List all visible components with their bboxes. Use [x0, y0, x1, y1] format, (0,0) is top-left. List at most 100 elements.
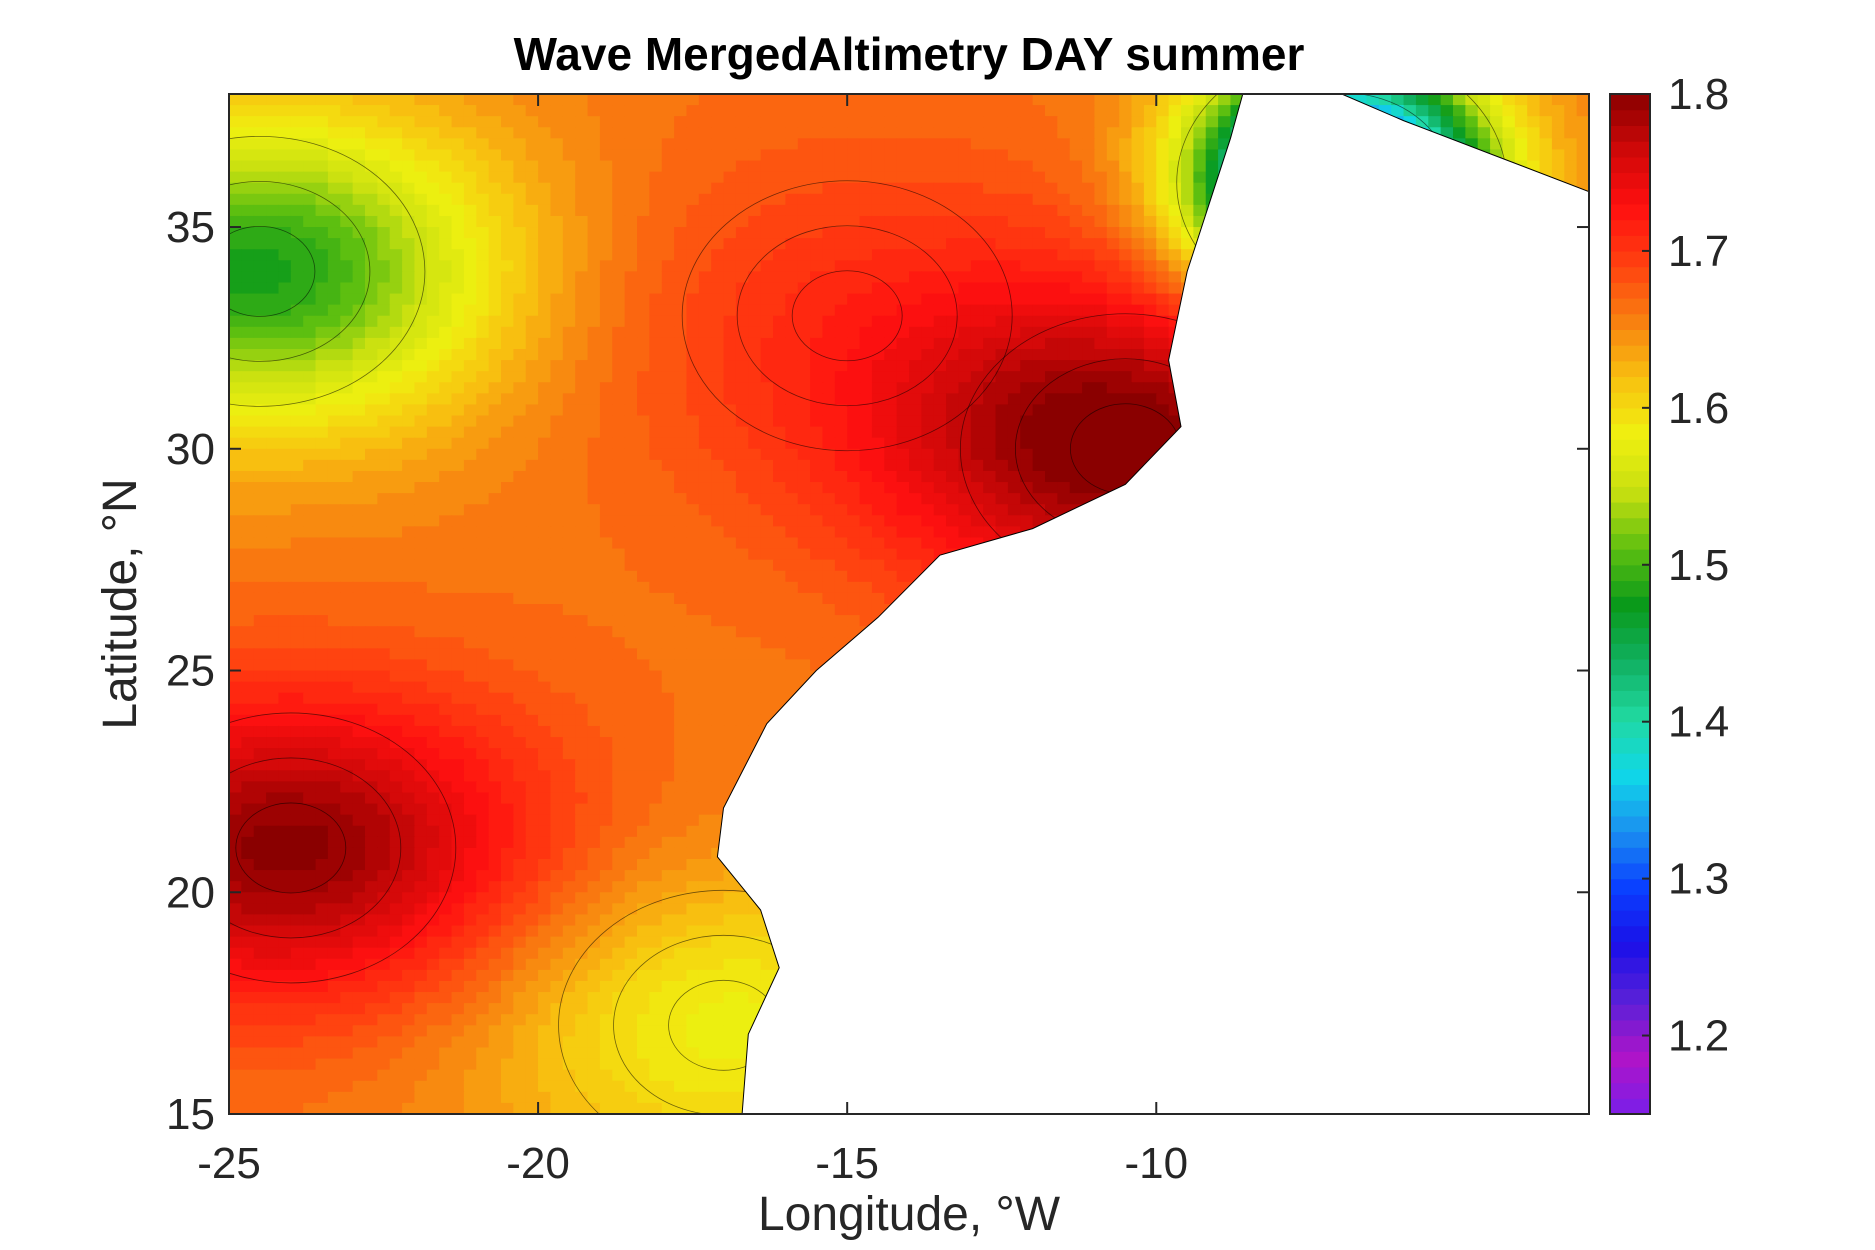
contour-cell	[723, 448, 737, 461]
contour-cell	[1168, 271, 1182, 284]
contour-cell	[476, 227, 490, 239]
contour-cell	[587, 249, 601, 261]
contour-cell	[414, 116, 428, 128]
contour-cell	[995, 426, 1009, 439]
contour-cell	[810, 515, 824, 527]
contour-cell	[599, 260, 613, 272]
contour-cell	[377, 393, 391, 406]
contour-cell	[970, 337, 984, 350]
contour-cell	[1032, 227, 1046, 239]
contour-cell	[859, 94, 873, 106]
contour-cell	[1168, 215, 1182, 228]
contour-cell	[1057, 260, 1071, 272]
contour-cell	[674, 459, 688, 472]
contour-cell	[562, 127, 576, 139]
contour-cell	[698, 182, 712, 195]
contour-cell	[1576, 105, 1589, 117]
contour-cell	[229, 349, 242, 361]
contour-cell	[834, 204, 848, 217]
contour-cell	[1094, 437, 1108, 450]
contour-cell	[426, 360, 440, 372]
contour-cell	[575, 382, 589, 394]
contour-cell	[624, 404, 638, 417]
contour-cell	[773, 227, 786, 239]
contour-cell	[735, 482, 749, 494]
contour-cell	[389, 504, 403, 516]
contour-cell	[451, 382, 465, 394]
contour-cell	[439, 360, 453, 372]
contour-cell	[674, 326, 688, 339]
contour-cell	[1119, 437, 1133, 450]
contour-cell	[760, 94, 774, 106]
contour-cell	[1069, 337, 1083, 350]
contour-cell	[513, 249, 527, 261]
contour-cell	[921, 127, 935, 139]
contour-cell	[970, 459, 984, 472]
contour-cell	[661, 349, 675, 361]
contour-cell	[1193, 193, 1207, 206]
contour-cell	[575, 482, 589, 494]
contour-cell	[624, 426, 638, 439]
contour-cell	[661, 293, 675, 306]
contour-cell	[451, 138, 465, 151]
contour-cell	[241, 559, 255, 572]
contour-cell	[1205, 105, 1219, 117]
contour-cell	[1428, 105, 1442, 117]
contour-cell	[463, 337, 477, 350]
contour-cell	[525, 526, 539, 539]
contour-cell	[550, 105, 564, 117]
contour-cell	[587, 592, 601, 605]
contour-cell	[488, 337, 502, 350]
contour-cell	[933, 459, 947, 472]
contour-cell	[871, 426, 885, 439]
contour-cell	[637, 360, 650, 372]
contour-cell	[426, 459, 440, 472]
contour-cell	[587, 271, 601, 284]
contour-cell	[278, 537, 292, 550]
contour-cell	[501, 393, 514, 406]
contour-cell	[995, 360, 1009, 372]
contour-cell	[921, 204, 935, 217]
contour-cell	[1181, 182, 1194, 195]
contour-cell	[859, 337, 873, 350]
contour-cell	[550, 470, 564, 483]
contour-cell	[921, 282, 935, 295]
contour-cell	[859, 116, 873, 128]
contour-cell	[946, 293, 960, 306]
contour-cell	[661, 94, 675, 106]
contour-cell	[1181, 260, 1194, 272]
contour-cell	[290, 382, 304, 394]
contour-cell	[1131, 127, 1145, 139]
contour-cell	[241, 349, 255, 361]
contour-cell	[698, 105, 712, 117]
contour-cell	[995, 249, 1009, 261]
contour-cell	[859, 282, 873, 295]
contour-cell	[797, 371, 811, 383]
contour-cell	[278, 426, 292, 439]
contour-cell	[933, 382, 947, 394]
contour-cell	[1131, 426, 1145, 439]
contour-cell	[550, 227, 564, 239]
contour-cell	[1020, 171, 1034, 184]
contour-cell	[822, 215, 836, 228]
contour-cell	[488, 448, 502, 461]
contour-cell	[896, 548, 910, 561]
contour-cell	[562, 371, 576, 383]
contour-cell	[760, 415, 774, 428]
contour-cell	[933, 160, 947, 173]
contour-cell	[871, 482, 885, 494]
contour-cell	[723, 238, 737, 250]
contour-cell	[871, 204, 885, 217]
contour-cell	[674, 271, 688, 284]
contour-cell	[241, 116, 255, 128]
contour-cell	[538, 360, 552, 372]
contour-cell	[909, 548, 922, 561]
contour-cell	[476, 570, 490, 583]
contour-cell	[1156, 293, 1170, 306]
contour-cell	[711, 592, 725, 605]
contour-cell	[562, 260, 576, 272]
contour-cell	[1168, 138, 1182, 151]
contour-cell	[599, 238, 613, 250]
contour-cell	[266, 493, 280, 505]
contour-cell	[933, 537, 947, 550]
